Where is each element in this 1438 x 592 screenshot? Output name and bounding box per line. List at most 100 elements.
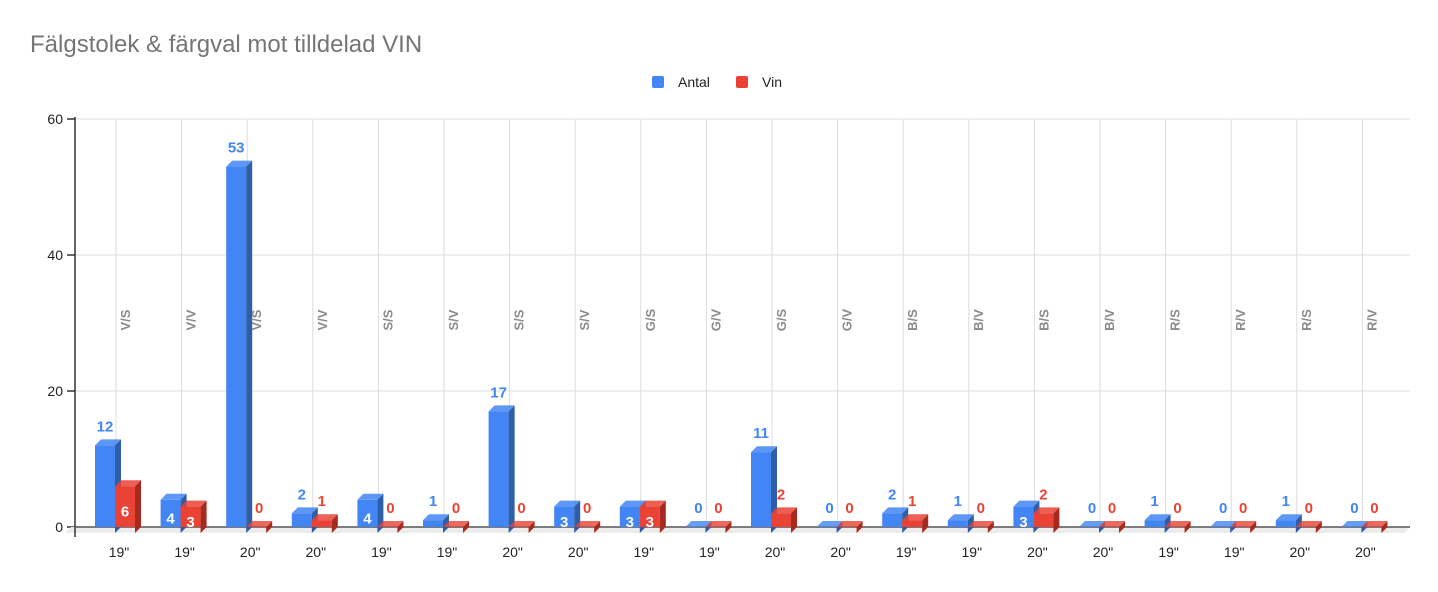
- bar-vin: [574, 521, 601, 533]
- data-label-vin: 2: [777, 486, 785, 503]
- data-label-vin: 1: [318, 493, 326, 510]
- bars: [95, 160, 1388, 533]
- bar-antal: [554, 500, 581, 533]
- group-label: B/S: [905, 309, 920, 331]
- group-label: V/V: [315, 309, 330, 330]
- x-tick-label: 20": [1027, 544, 1048, 560]
- x-tick-label: 19": [437, 544, 458, 560]
- data-label-vin: 0: [1173, 500, 1181, 517]
- bar-vin: [311, 514, 338, 533]
- bar-side-vin: [331, 514, 338, 533]
- bar-antal: [947, 514, 974, 533]
- data-label-vin: 0: [583, 500, 591, 517]
- group-label: V/S: [249, 309, 264, 330]
- x-tick-label: 19": [896, 544, 917, 560]
- data-label-antal: 0: [1350, 500, 1358, 517]
- bar-front-vin: [311, 520, 332, 527]
- data-label-vin: 0: [1108, 500, 1116, 517]
- legend-label-antal: Antal: [678, 74, 710, 90]
- group-label: S/S: [380, 309, 395, 330]
- bar-top-vin: [705, 521, 732, 527]
- bar-top-antal: [488, 405, 515, 412]
- group-label: V/S: [118, 309, 133, 330]
- y-tick-label: 20: [47, 383, 63, 399]
- group-label: S/V: [446, 309, 461, 330]
- data-label-antal: 1: [1150, 493, 1158, 510]
- group-label: R/V: [1233, 309, 1248, 331]
- bar-top-antal: [1013, 500, 1040, 507]
- legend-label-vin: Vin: [762, 74, 782, 90]
- group-label: S/S: [512, 309, 527, 330]
- bar-vin: [1033, 507, 1060, 533]
- bar-top-antal: [1144, 514, 1171, 521]
- bar-side-vin: [200, 500, 207, 533]
- data-label-antal: 3: [626, 514, 634, 531]
- data-label-antal: 4: [166, 510, 175, 527]
- bar-front-antal: [488, 411, 509, 527]
- data-label-vin: 3: [646, 514, 654, 531]
- x-tick-label: 20": [568, 544, 589, 560]
- data-label-vin: 0: [845, 500, 853, 517]
- bar-front-antal: [160, 499, 181, 527]
- bar-top-antal: [751, 446, 777, 453]
- bar-top-antal: [816, 521, 843, 527]
- x-tick-label: 20": [1355, 544, 1376, 560]
- data-label-vin: 0: [386, 500, 394, 517]
- bar-top-vin: [443, 521, 469, 527]
- bar-vin: [246, 521, 273, 533]
- bar-antal: [1144, 514, 1171, 533]
- bar-top-antal: [1079, 521, 1105, 527]
- bar-top-antal: [95, 439, 121, 446]
- data-label-antal: 3: [560, 514, 568, 531]
- bar-side-antal: [967, 514, 974, 533]
- x-tick-label: 19": [634, 544, 655, 560]
- bar-top-vin: [311, 514, 338, 521]
- legend-swatch-antal: [652, 76, 664, 88]
- x-tick-label: 19": [1224, 544, 1245, 560]
- bar-vin: [1230, 521, 1257, 533]
- group-label: G/V: [840, 308, 855, 331]
- bar-antal: [1275, 514, 1302, 533]
- group-label: G/V: [708, 308, 723, 331]
- bar-top-vin: [180, 500, 207, 507]
- bar-front-antal: [554, 506, 575, 527]
- data-label-antal: 0: [825, 500, 833, 517]
- bar-top-antal: [554, 500, 581, 507]
- x-tick-label: 19": [174, 544, 195, 560]
- data-label-vin: 2: [1039, 486, 1047, 503]
- bar-front-antal: [1275, 520, 1296, 527]
- chart-title: Fälgstolek & färgval mot tilldelad VIN: [30, 31, 422, 58]
- bar-vin: [967, 521, 994, 533]
- bar-top-vin: [574, 521, 601, 527]
- bar-vin: [1361, 521, 1388, 533]
- bar-vin: [508, 521, 535, 533]
- data-label-antal: 1: [954, 493, 962, 510]
- bar-front-vin: [115, 486, 135, 527]
- x-tick-label: 20": [765, 544, 786, 560]
- bar-side-vin: [856, 521, 863, 533]
- x-tick-label: 19": [699, 544, 720, 560]
- data-label-antal: 2: [298, 486, 306, 503]
- bar-side-vin: [135, 480, 141, 533]
- bar-top-vin: [1099, 521, 1125, 527]
- group-label: S/V: [577, 309, 592, 330]
- bar-front-antal: [882, 513, 903, 527]
- bar-front-antal: [226, 166, 247, 527]
- data-label-antal: 0: [694, 500, 702, 517]
- data-label-antal: 1: [429, 493, 437, 510]
- y-tick-label: 40: [47, 247, 63, 263]
- data-label-vin: 0: [1305, 500, 1313, 517]
- bar-top-antal: [685, 521, 712, 527]
- data-label-vin: 0: [1239, 500, 1247, 517]
- bar-top-vin: [377, 521, 404, 527]
- y-tick-label: 0: [55, 519, 63, 535]
- bar-side-vin: [791, 507, 797, 533]
- legend-swatch-vin: [736, 76, 748, 88]
- bar-vin: [1295, 521, 1322, 533]
- bar-top-vin: [639, 500, 666, 507]
- bar-side-antal: [246, 160, 253, 533]
- group-label: R/S: [1299, 309, 1314, 331]
- bar-front-antal: [1013, 506, 1034, 527]
